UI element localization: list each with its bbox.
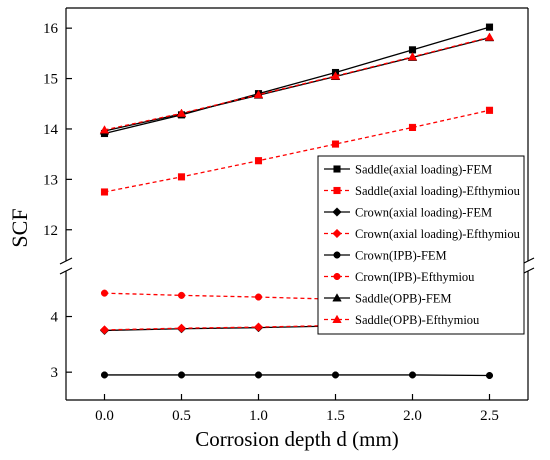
series-line xyxy=(104,292,490,306)
legend-label: Saddle(axial loading)-Efthymiou xyxy=(355,184,521,198)
x-tick-label: 1.0 xyxy=(249,408,268,424)
legend-box xyxy=(317,155,525,335)
data-point-triangle xyxy=(99,125,110,134)
series-5 xyxy=(100,371,494,380)
series-line xyxy=(104,36,490,131)
data-point-circle xyxy=(177,371,186,379)
legend-label: Crown(IPB)-FEM xyxy=(355,249,447,263)
y-tick-label: 15 xyxy=(43,72,58,88)
data-point-square xyxy=(485,23,494,31)
y-tick-label: 3 xyxy=(51,365,59,381)
legend-label: Crown(IPB)-Efthymiou xyxy=(355,270,475,284)
data-point-square xyxy=(485,106,494,114)
legend-label: Saddle(axial loading)-FEM xyxy=(355,163,492,177)
series-line xyxy=(104,322,490,331)
legend-label: Crown(axial loading)-Efthymiou xyxy=(355,227,521,241)
series-8 xyxy=(99,32,495,134)
y-tick-label: 12 xyxy=(43,223,58,239)
legend-label: Saddle(OPB)-Efthymiou xyxy=(355,313,480,327)
x-tick-label: 0.5 xyxy=(172,408,191,424)
legend-label: Crown(axial loading)-FEM xyxy=(355,206,492,220)
data-point-square xyxy=(333,186,341,195)
data-point-square xyxy=(100,188,109,196)
x-axis-title: Corrosion depth d (mm) xyxy=(195,427,399,451)
legend-entry: Crown(IPB)-FEM xyxy=(324,249,447,263)
series-line xyxy=(104,109,490,193)
axis-break-mark xyxy=(59,257,73,265)
data-point-square xyxy=(331,140,340,148)
legend-entry: Saddle(axial loading)-Efthymiou xyxy=(324,184,521,198)
data-point-circle xyxy=(333,251,341,259)
legend-label: Saddle(OPB)-FEM xyxy=(355,292,452,306)
data-point-square xyxy=(177,173,186,181)
y-tick-label: 4 xyxy=(51,310,59,326)
series-2 xyxy=(100,106,494,196)
data-point-circle xyxy=(485,371,494,380)
legend-entry: Crown(axial loading)-Efthymiou xyxy=(324,227,521,241)
legend-entry: Saddle(OPB)-FEM xyxy=(324,292,452,306)
legend-entry: Saddle(axial loading)-FEM xyxy=(324,163,492,177)
data-point-diamond xyxy=(176,323,187,333)
y-axis-title: SCF xyxy=(7,208,32,247)
series-line xyxy=(104,26,490,135)
data-point-diamond xyxy=(253,322,264,332)
data-point-triangle xyxy=(330,71,341,80)
series-1 xyxy=(100,23,494,138)
data-point-triangle xyxy=(253,89,264,99)
x-tick-label: 2.5 xyxy=(480,408,499,424)
legend-entry: Saddle(OPB)-Efthymiou xyxy=(324,313,480,327)
y-tick-label: 14 xyxy=(43,122,59,138)
data-point-diamond xyxy=(332,207,342,217)
y-tick-label: 16 xyxy=(43,21,59,37)
data-point-circle xyxy=(331,371,340,379)
legend-entry: Crown(axial loading)-FEM xyxy=(324,206,492,220)
data-point-diamond xyxy=(332,228,342,239)
x-tick-label: 1.5 xyxy=(326,408,345,424)
axis-break-mark xyxy=(59,267,73,275)
data-point-square xyxy=(254,157,263,165)
axis-ticks: 0.0 0.5 1.0 1.5 2.0 2.5 3 4 12 13 14 15 16 xyxy=(43,21,499,424)
data-point-circle xyxy=(100,289,109,297)
data-point-triangle xyxy=(407,52,418,61)
data-point-triangle xyxy=(332,314,342,323)
y-tick-label: 13 xyxy=(43,172,58,188)
x-tick-label: 2.0 xyxy=(403,408,422,424)
data-point-triangle xyxy=(176,108,187,117)
data-point-circle xyxy=(254,371,263,379)
data-point-triangle xyxy=(332,293,342,302)
data-point-circle xyxy=(177,291,186,299)
data-point-circle xyxy=(408,371,417,379)
plot-frame xyxy=(59,7,535,401)
series-7 xyxy=(99,32,495,135)
series-line xyxy=(104,374,490,377)
data-point-square xyxy=(333,165,341,173)
data-point-square xyxy=(408,123,417,131)
data-point-diamond xyxy=(99,325,110,335)
legend-entry: Crown(IPB)-Efthymiou xyxy=(324,270,475,284)
data-point-circle xyxy=(100,371,109,379)
x-tick-label: 0.0 xyxy=(95,408,114,424)
data-point-triangle xyxy=(484,32,495,41)
data-point-circle xyxy=(254,293,263,301)
data-point-circle xyxy=(333,272,341,281)
legend: Saddle(axial loading)-FEM Saddle(axial lo… xyxy=(317,155,525,335)
